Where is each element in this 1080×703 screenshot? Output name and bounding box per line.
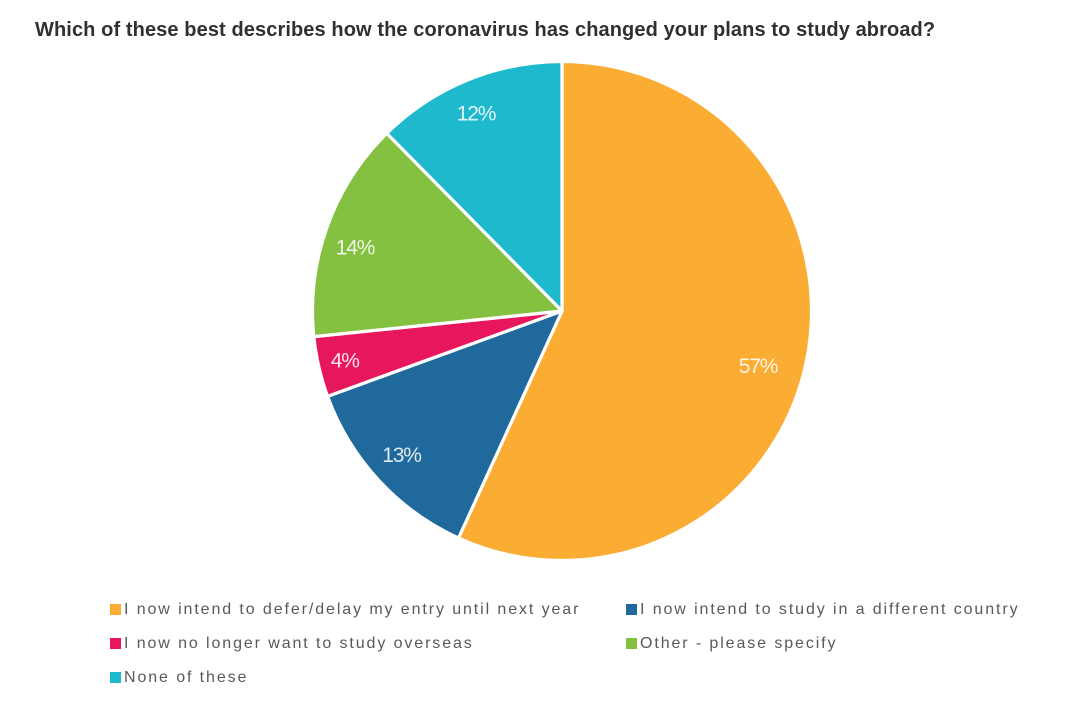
svg-text:13%: 13% [382,444,421,467]
svg-text:14%: 14% [336,237,375,260]
svg-text:57%: 57% [739,355,778,378]
svg-text:4%: 4% [331,350,359,373]
svg-text:12%: 12% [457,103,496,126]
